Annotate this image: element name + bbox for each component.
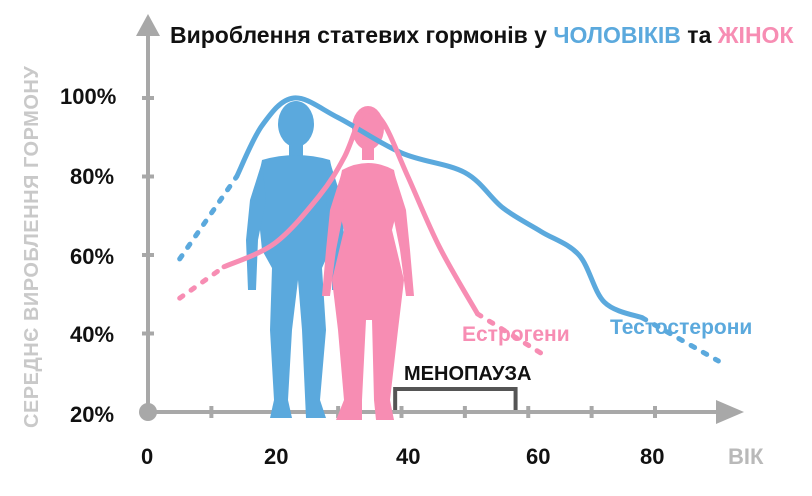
y-tick-label: 40%: [70, 322, 114, 347]
title-men: ЧОЛОВІКІВ: [553, 22, 681, 48]
title-women: ЖІНОК: [717, 22, 795, 48]
x-axis-label: ВІК: [728, 444, 764, 469]
chart-title: Вироблення статевих гормонів у ЧОЛОВІКІВ…: [170, 22, 794, 48]
series-lines: [177, 95, 721, 364]
y-tick-label: 80%: [70, 164, 114, 189]
x-tick-label: 80: [640, 444, 664, 469]
testosterone-line-solid: [234, 95, 645, 321]
axes: [136, 14, 744, 424]
y-tick-label: 60%: [70, 244, 114, 269]
female-silhouette: [322, 106, 414, 420]
title-part-3: та: [681, 22, 718, 48]
testosterone-line-dotted: [177, 174, 240, 262]
menopause-label: МЕНОПАУЗА: [404, 363, 531, 385]
estrogen-line-dotted: [177, 264, 227, 301]
x-tick-label: 20: [264, 444, 288, 469]
x-tick-label: 40: [396, 444, 420, 469]
x-tick-label: 60: [526, 444, 550, 469]
testosterone-line-dotted-end: [639, 315, 721, 364]
y-tick-label: 20%: [70, 402, 114, 427]
estrogen-line-dotted-end: [475, 311, 550, 360]
title-part-1: Вироблення статевих гормонів у: [170, 22, 553, 48]
menopause-annotation: МЕНОПАУЗА: [393, 363, 531, 410]
series-label-testosterone: Тестостерони: [610, 316, 752, 339]
y-axis-label: СЕРЕДНЄ ВИРОБЛЕННЯ ГОРМОНУ: [21, 66, 43, 428]
estrogen-line-solid: [221, 108, 481, 317]
menopause-bracket: [393, 387, 518, 410]
y-axis-arrow: [136, 14, 160, 36]
series-label-estrogen: Естрогени: [462, 323, 570, 346]
y-tick-label: 100%: [60, 84, 116, 109]
x-axis-arrow: [716, 400, 744, 424]
x-tick-label: 0: [141, 444, 153, 469]
